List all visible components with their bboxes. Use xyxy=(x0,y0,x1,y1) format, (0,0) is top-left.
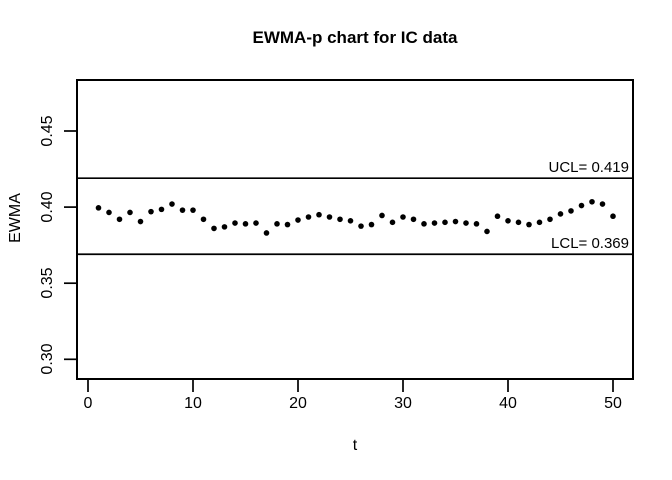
y-tick-label: 0.40 xyxy=(39,191,56,223)
x-axis-label: t xyxy=(352,437,358,454)
y-tick-label: 0.45 xyxy=(39,115,56,147)
data-point xyxy=(526,221,532,228)
x-tick-label: 40 xyxy=(499,395,517,412)
x-tick-label: 30 xyxy=(394,395,412,412)
data-point xyxy=(305,214,312,220)
x-tick-label: 0 xyxy=(83,395,93,412)
y-tick-label: 0.35 xyxy=(39,267,56,299)
data-point xyxy=(316,211,322,218)
y-tick-label: 0.30 xyxy=(39,343,56,375)
data-point xyxy=(190,207,196,213)
data-point xyxy=(284,221,291,228)
data-point xyxy=(389,219,396,226)
data-point xyxy=(410,216,417,223)
data-point xyxy=(253,220,259,226)
x-tick-label: 20 xyxy=(289,395,307,412)
data-point xyxy=(221,224,228,230)
data-point xyxy=(337,216,343,223)
data-point xyxy=(452,218,459,225)
data-point xyxy=(463,220,469,226)
data-point xyxy=(263,230,270,236)
data-point xyxy=(179,207,186,213)
data-point xyxy=(95,205,102,211)
data-point xyxy=(200,216,207,223)
data-point xyxy=(568,208,574,214)
data-point xyxy=(242,221,249,227)
data-point xyxy=(557,211,564,217)
data-point xyxy=(106,209,112,216)
data-point xyxy=(484,228,490,235)
lcl-annotation: LCL= 0.369 xyxy=(551,235,629,252)
data-point xyxy=(442,219,448,226)
data-point xyxy=(589,198,595,205)
data-point xyxy=(148,208,154,215)
data-point xyxy=(274,221,280,227)
data-point xyxy=(421,221,427,227)
data-point xyxy=(169,201,175,207)
data-point xyxy=(368,221,375,228)
data-point xyxy=(494,213,501,220)
chart-title: EWMA-p chart for IC data xyxy=(252,28,458,47)
data-point xyxy=(211,225,217,232)
data-point xyxy=(547,216,553,223)
plot-border xyxy=(76,79,634,380)
data-point xyxy=(295,217,301,223)
data-point xyxy=(326,214,333,220)
x-tick-label: 10 xyxy=(184,395,202,412)
data-point xyxy=(358,223,364,229)
data-point xyxy=(137,218,144,225)
data-point xyxy=(505,217,511,224)
data-point xyxy=(232,220,238,226)
data-point xyxy=(127,209,133,216)
data-point xyxy=(610,213,616,220)
data-point xyxy=(431,220,438,226)
data-point xyxy=(599,201,606,207)
data-point xyxy=(515,219,522,226)
ucl-annotation: UCL= 0.419 xyxy=(548,159,629,176)
data-point xyxy=(347,217,354,224)
data-point xyxy=(158,206,165,213)
x-tick-label: 50 xyxy=(604,395,622,412)
data-point xyxy=(400,214,406,220)
data-point xyxy=(473,221,480,227)
data-point xyxy=(536,219,543,226)
data-point xyxy=(379,212,385,219)
data-point xyxy=(116,216,123,223)
data-point xyxy=(578,202,585,209)
